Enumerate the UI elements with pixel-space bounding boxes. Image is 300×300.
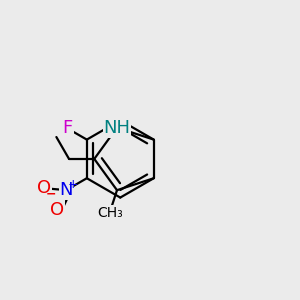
Text: −: − [45,187,56,200]
Text: CH₃: CH₃ [97,206,122,220]
Text: F: F [62,119,73,137]
Text: NH: NH [103,119,130,137]
Text: O: O [37,179,51,197]
Text: N: N [59,181,73,199]
Text: O: O [50,201,64,219]
Text: +: + [68,178,78,191]
